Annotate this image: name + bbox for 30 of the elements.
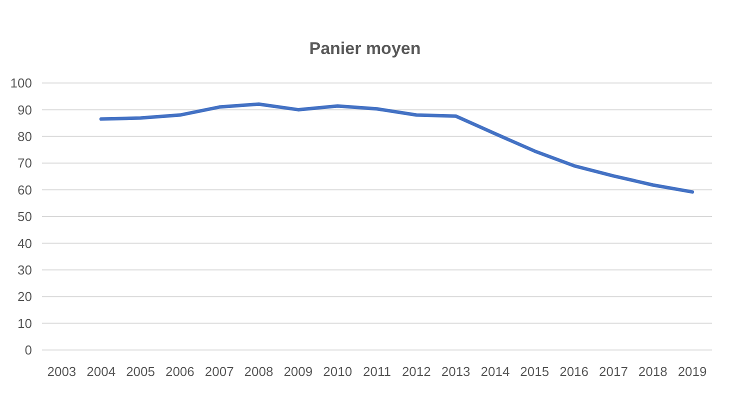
- y-tick-label: 10: [18, 316, 32, 331]
- y-tick-label: 70: [18, 156, 32, 171]
- line-series: [99, 102, 694, 194]
- x-tick-label: 2009: [284, 364, 313, 379]
- y-tick-label: 40: [18, 236, 32, 251]
- x-tick-label: 2017: [599, 364, 628, 379]
- y-tick-label: 50: [18, 209, 32, 224]
- x-tick-label: 2010: [323, 364, 352, 379]
- y-tick-label: 60: [18, 182, 32, 198]
- x-tick-label: 2015: [520, 364, 550, 379]
- x-tick-label: 2019: [678, 364, 707, 379]
- y-tick-label: 30: [18, 262, 32, 278]
- x-tick-label: 2012: [402, 364, 431, 379]
- x-tick-label: 2013: [441, 364, 470, 379]
- x-tick-label: 2005: [126, 364, 155, 379]
- y-tick-label: 80: [18, 128, 32, 144]
- y-tick-label: 20: [18, 289, 32, 304]
- chart-title: Panier moyen: [309, 39, 421, 58]
- x-tick-label: 2011: [363, 364, 391, 379]
- x-tick-label: 2007: [204, 364, 234, 379]
- x-tick-label: 2004: [86, 364, 116, 379]
- x-tick-label: 2014: [480, 364, 510, 379]
- x-tick-label: 2003: [47, 364, 76, 379]
- x-tick-label: 2006: [165, 364, 194, 379]
- y-tick-label: 0: [24, 342, 32, 358]
- y-tick-label: 90: [18, 102, 32, 118]
- y-tick-label: 100: [10, 76, 32, 91]
- x-tick-label: 2016: [560, 364, 589, 379]
- x-tick-label: 2008: [244, 364, 274, 379]
- x-tick-label: 2018: [638, 364, 668, 379]
